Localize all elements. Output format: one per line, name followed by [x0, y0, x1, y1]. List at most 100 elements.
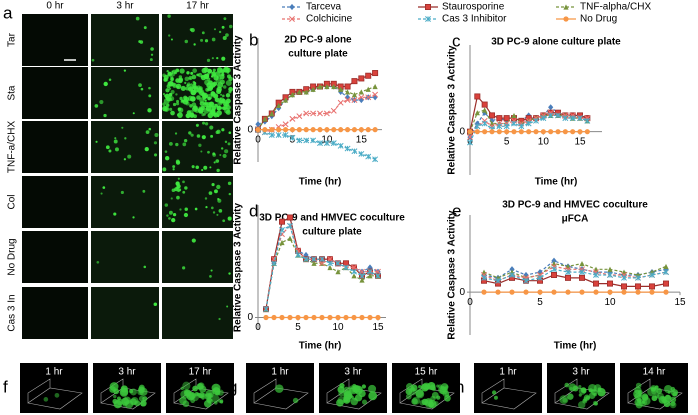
y-tick-label: 0 — [247, 312, 253, 323]
data-point — [262, 116, 268, 122]
data-point — [481, 274, 487, 281]
cell-signal — [216, 184, 221, 190]
chart-subtitle: culture plate — [302, 227, 362, 238]
render-signal — [361, 399, 368, 405]
cell-signal — [170, 197, 173, 200]
cell-signal — [211, 182, 215, 187]
cell-signal — [190, 133, 194, 137]
render-signal — [274, 384, 284, 393]
cell-signal — [132, 216, 135, 219]
x-tick-label: 15 — [356, 134, 368, 145]
micrograph — [91, 176, 159, 228]
cell-signal — [206, 58, 211, 62]
column-header: 0 hr — [46, 1, 64, 12]
render-time: 15 hr — [415, 367, 438, 378]
render-time: 3 hr — [572, 367, 590, 378]
cell-signal — [168, 92, 173, 97]
data-point — [296, 113, 303, 120]
cell-signal — [221, 128, 225, 132]
data-point — [511, 129, 517, 135]
render-signal — [634, 393, 642, 401]
panel-letter: f — [3, 377, 8, 396]
data-point — [577, 129, 583, 135]
data-point — [269, 127, 275, 133]
render-time: 1 hr — [271, 367, 289, 378]
panel-letter: b — [249, 30, 258, 49]
render-signal — [442, 390, 450, 397]
legend-label: No Drug — [580, 14, 617, 25]
data-point — [495, 277, 501, 284]
cell-signal — [218, 317, 221, 321]
data-point — [496, 123, 503, 130]
cell-signal — [176, 69, 179, 72]
render-signal — [587, 383, 597, 393]
chart-title: 3D PC-9 alone culture plate — [491, 37, 621, 48]
cell-signal — [220, 93, 223, 96]
data-point — [375, 272, 381, 279]
render-signal — [109, 382, 119, 391]
data-point — [351, 273, 357, 279]
column-header: 17 hr — [186, 1, 209, 12]
cell-signal — [223, 17, 227, 21]
data-point — [467, 129, 473, 135]
cell-signal — [187, 86, 194, 92]
cell-signal — [227, 181, 232, 186]
cell-signal — [216, 168, 220, 173]
data-point — [351, 268, 357, 275]
data-point — [331, 83, 337, 90]
cell-signal — [228, 90, 232, 94]
cell-signal — [171, 188, 176, 193]
data-point — [511, 112, 517, 119]
cell-signal — [217, 82, 224, 89]
cell-signal — [153, 153, 158, 157]
data-point — [338, 127, 344, 133]
data-point — [331, 127, 337, 133]
data-point — [367, 273, 373, 279]
render-signal — [670, 396, 677, 403]
cell-signal — [163, 94, 166, 97]
data-point — [663, 263, 669, 270]
x-tick-label: 10 — [538, 136, 550, 147]
cell-signal — [208, 191, 213, 195]
data-point — [562, 129, 568, 135]
data-point — [303, 110, 310, 117]
render-signal — [190, 398, 196, 404]
render-signal — [592, 400, 598, 406]
cell-signal — [211, 37, 216, 42]
data-point — [551, 271, 558, 278]
cell-signal — [127, 154, 132, 159]
cell-signal — [214, 189, 218, 194]
render-signal — [564, 382, 570, 388]
y-tick-label: 0 — [459, 287, 465, 298]
data-point — [649, 272, 655, 278]
cell-signal — [162, 92, 166, 96]
data-point — [282, 127, 289, 133]
render-signal — [664, 384, 673, 394]
cell-signal — [145, 130, 150, 134]
cell-signal — [226, 69, 230, 73]
cell-signal — [201, 31, 205, 35]
panel-letter: d — [249, 201, 258, 220]
row-label: No Drug — [7, 238, 18, 275]
render-signal — [113, 400, 122, 409]
cell-signal — [123, 69, 127, 72]
cell-signal — [228, 192, 231, 196]
data-point — [271, 260, 277, 267]
data-point — [523, 277, 529, 284]
render-time: 17 hr — [189, 367, 212, 378]
cell-signal — [205, 87, 210, 92]
render-signal — [211, 394, 220, 403]
data-point — [351, 97, 358, 103]
cell-signal — [228, 24, 233, 29]
cell-signal — [144, 146, 149, 152]
legend-label: Cas 3 Inhibitor — [442, 14, 507, 25]
cell-signal — [102, 186, 106, 189]
cell-signal — [168, 217, 171, 220]
cell-signal — [212, 153, 217, 157]
data-point — [279, 239, 285, 246]
cell-signal — [153, 141, 158, 145]
cell-signal — [196, 134, 201, 138]
series-line — [257, 72, 376, 131]
x-tick-label: 15 — [574, 136, 586, 147]
cell-signal — [162, 102, 166, 106]
